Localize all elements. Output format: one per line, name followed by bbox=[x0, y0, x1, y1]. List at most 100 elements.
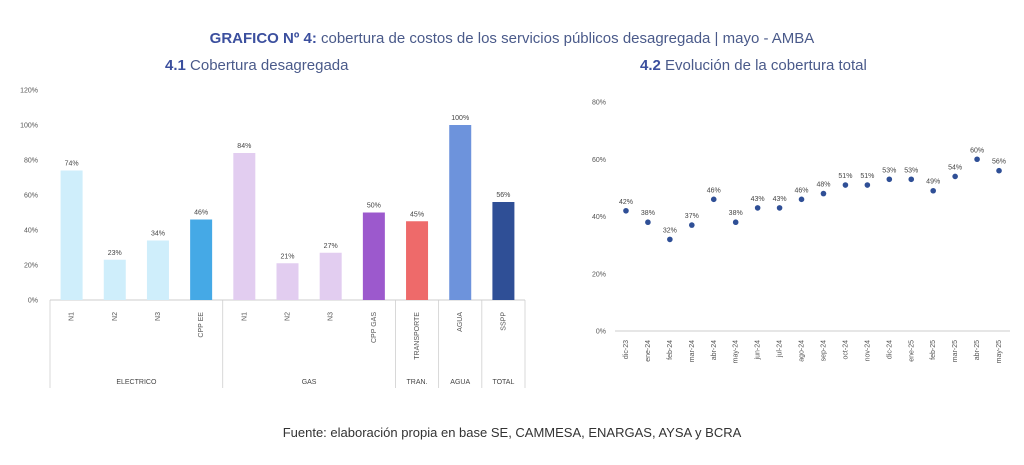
bar-category-label: SSPP bbox=[500, 312, 507, 331]
dot-point bbox=[908, 176, 915, 183]
bar-group-label: AGUA bbox=[450, 379, 470, 386]
bar-group-label: ELECTRICO bbox=[116, 379, 157, 386]
chart-2-title: 4.2 Evolución de la cobertura total bbox=[640, 57, 867, 74]
bar-group-label: TOTAL bbox=[492, 379, 514, 386]
bar-y-tick-label: 80% bbox=[24, 158, 38, 165]
dot-value-label: 49% bbox=[926, 179, 940, 186]
dot-value-label: 43% bbox=[773, 196, 787, 203]
bar-category-label: TRANSPORTE bbox=[414, 312, 421, 360]
dot-point bbox=[732, 219, 739, 226]
dot-x-tick-label: may-24 bbox=[733, 340, 740, 363]
bar-value-label: 100% bbox=[451, 115, 469, 122]
dot-point bbox=[842, 182, 849, 188]
dot-point bbox=[710, 196, 717, 203]
bar-category-label: N1 bbox=[69, 312, 76, 321]
dot-value-label: 42% bbox=[619, 199, 633, 206]
dot-point bbox=[754, 205, 761, 211]
dot-x-tick-label: feb-25 bbox=[930, 340, 937, 360]
bar bbox=[233, 153, 256, 300]
dot-x-tick-label: ene-24 bbox=[645, 340, 652, 362]
dot-value-label: 37% bbox=[685, 213, 699, 220]
dot-x-tick-label: mar-24 bbox=[689, 340, 696, 362]
bar-category-label: N1 bbox=[241, 312, 248, 321]
bar-value-label: 46% bbox=[194, 210, 208, 217]
bar-category-label: AGUA bbox=[457, 312, 464, 332]
dot-point bbox=[798, 196, 805, 203]
bar bbox=[406, 221, 429, 300]
bar bbox=[60, 170, 83, 300]
dot-value-label: 48% bbox=[816, 182, 830, 189]
bar-category-label: N3 bbox=[155, 312, 162, 321]
dot-point bbox=[930, 187, 936, 194]
dot-point bbox=[974, 156, 980, 163]
dot-point bbox=[820, 190, 827, 197]
dot-x-tick-label: dic-23 bbox=[623, 340, 630, 359]
dot-x-tick-label: ago-24 bbox=[799, 340, 806, 362]
bar-category-label: CPP EE bbox=[198, 312, 205, 338]
bar-value-label: 56% bbox=[496, 192, 510, 199]
dot-x-tick-label: sep-24 bbox=[820, 340, 827, 362]
dot-value-label: 60% bbox=[970, 147, 984, 154]
bar-y-tick-label: 20% bbox=[24, 263, 38, 270]
dot-point bbox=[952, 173, 958, 180]
dot-point bbox=[623, 207, 629, 214]
dot-x-tick-label: mar-25 bbox=[952, 340, 959, 362]
bar-y-tick-label: 100% bbox=[20, 123, 38, 130]
dot-value-label: 53% bbox=[904, 167, 918, 174]
dot-point bbox=[689, 222, 695, 228]
dot-value-label: 51% bbox=[860, 173, 874, 180]
dot-x-tick-label: jul-24 bbox=[777, 340, 784, 358]
bar bbox=[362, 212, 385, 300]
bar bbox=[276, 263, 299, 300]
dot-value-label: 46% bbox=[795, 187, 809, 194]
dot-point bbox=[776, 205, 783, 211]
dot-point bbox=[996, 167, 1002, 174]
dot-x-tick-label: oct-24 bbox=[842, 340, 849, 360]
bar bbox=[146, 240, 169, 300]
dot-x-tick-label: jun-24 bbox=[755, 340, 762, 361]
bar bbox=[103, 259, 126, 300]
dot-point bbox=[864, 182, 871, 188]
dot-y-tick-label: 0% bbox=[596, 329, 606, 336]
dot-value-label: 54% bbox=[948, 164, 962, 171]
bar-group-label: TRAN. bbox=[407, 379, 428, 386]
dot-y-tick-label: 40% bbox=[592, 214, 606, 221]
bar-value-label: 34% bbox=[151, 231, 165, 238]
bar-group-label: GAS bbox=[302, 379, 317, 386]
dot-value-label: 56% bbox=[992, 159, 1006, 166]
dot-x-tick-label: dic-24 bbox=[886, 340, 893, 359]
dot-x-tick-label: ene-25 bbox=[908, 340, 915, 362]
dot-y-tick-label: 80% bbox=[592, 100, 606, 107]
dot-x-tick-label: may-25 bbox=[996, 340, 1003, 363]
dot-value-label: 46% bbox=[707, 187, 721, 194]
bar-value-label: 27% bbox=[324, 243, 338, 250]
bar bbox=[492, 202, 515, 300]
bar bbox=[449, 125, 472, 300]
dot-value-label: 32% bbox=[663, 227, 677, 234]
bar-y-tick-label: 0% bbox=[28, 298, 38, 305]
bar-value-label: 84% bbox=[237, 143, 251, 150]
dot-point bbox=[667, 236, 673, 243]
bar-category-label: N2 bbox=[112, 312, 119, 321]
dot-x-tick-label: abr-24 bbox=[711, 340, 718, 360]
dot-point bbox=[886, 176, 893, 183]
dot-x-tick-label: nov-24 bbox=[864, 340, 871, 362]
bar-y-tick-label: 120% bbox=[20, 88, 38, 95]
dot-y-tick-label: 20% bbox=[592, 271, 606, 278]
bar-y-tick-label: 40% bbox=[24, 228, 38, 235]
bar-value-label: 50% bbox=[367, 203, 381, 210]
chart-1-title-text: Cobertura desagregada bbox=[190, 57, 349, 74]
chart-1-title: 4.1 Cobertura desagregada bbox=[165, 57, 348, 74]
dot-y-tick-label: 60% bbox=[592, 157, 606, 164]
dot-x-tick-label: feb-24 bbox=[667, 340, 674, 360]
bar-value-label: 74% bbox=[65, 161, 79, 168]
bar bbox=[319, 252, 342, 300]
dot-value-label: 53% bbox=[882, 167, 896, 174]
source-note: Fuente: elaboración propia en base SE, C… bbox=[282, 425, 742, 440]
bar-value-label: 23% bbox=[108, 250, 122, 257]
dot-value-label: 38% bbox=[641, 210, 655, 217]
chart-2-title-text: Evolución de la cobertura total bbox=[665, 57, 867, 74]
main-title-text: cobertura de costos de los servicios púb… bbox=[321, 30, 815, 47]
bar bbox=[190, 219, 213, 300]
